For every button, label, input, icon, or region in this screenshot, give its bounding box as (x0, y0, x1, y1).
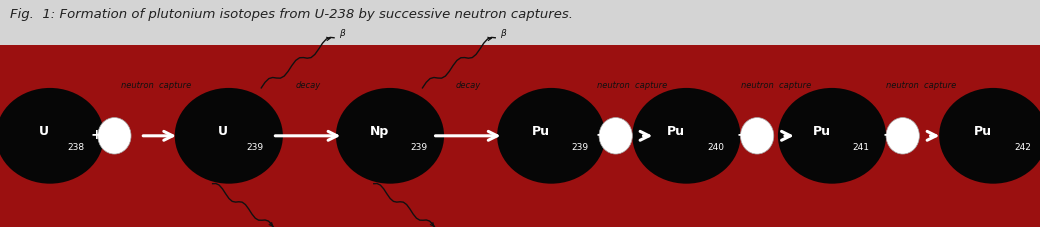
Ellipse shape (336, 89, 444, 184)
Text: Fig.  1: Formation of plutonium isotopes from U-238 by successive neutron captur: Fig. 1: Formation of plutonium isotopes … (10, 8, 573, 21)
Text: U: U (217, 124, 228, 137)
Text: decay: decay (456, 81, 480, 90)
Text: Np: Np (370, 124, 389, 137)
Text: 241: 241 (853, 142, 869, 151)
Text: 240: 240 (707, 142, 724, 151)
Ellipse shape (0, 89, 104, 184)
Text: neutron  capture: neutron capture (740, 81, 811, 90)
Text: neutron  capture: neutron capture (121, 81, 191, 90)
Ellipse shape (497, 89, 605, 184)
Text: +: + (90, 127, 103, 141)
Text: decay: decay (295, 81, 320, 90)
Ellipse shape (175, 89, 283, 184)
Text: neutron  capture: neutron capture (886, 81, 957, 90)
Ellipse shape (740, 118, 774, 154)
Text: U: U (38, 124, 49, 137)
Ellipse shape (886, 118, 919, 154)
Text: 239: 239 (572, 142, 589, 151)
Text: β: β (339, 29, 345, 38)
Text: +: + (595, 127, 607, 141)
Text: +: + (882, 127, 894, 141)
Text: 238: 238 (68, 142, 84, 151)
Bar (0, 45, 1040, 227)
Text: neutron  capture: neutron capture (597, 81, 668, 90)
Text: +: + (736, 127, 749, 141)
Text: 242: 242 (1014, 142, 1031, 151)
Ellipse shape (939, 89, 1040, 184)
Text: Pu: Pu (667, 124, 685, 137)
Text: β: β (500, 29, 506, 38)
Text: 239: 239 (246, 142, 263, 151)
Text: Pu: Pu (531, 124, 550, 137)
Text: Pu: Pu (973, 124, 992, 137)
Ellipse shape (98, 118, 131, 154)
Ellipse shape (632, 89, 740, 184)
Ellipse shape (778, 89, 886, 184)
Text: Pu: Pu (812, 124, 831, 137)
Ellipse shape (599, 118, 632, 154)
Text: 239: 239 (411, 142, 427, 151)
